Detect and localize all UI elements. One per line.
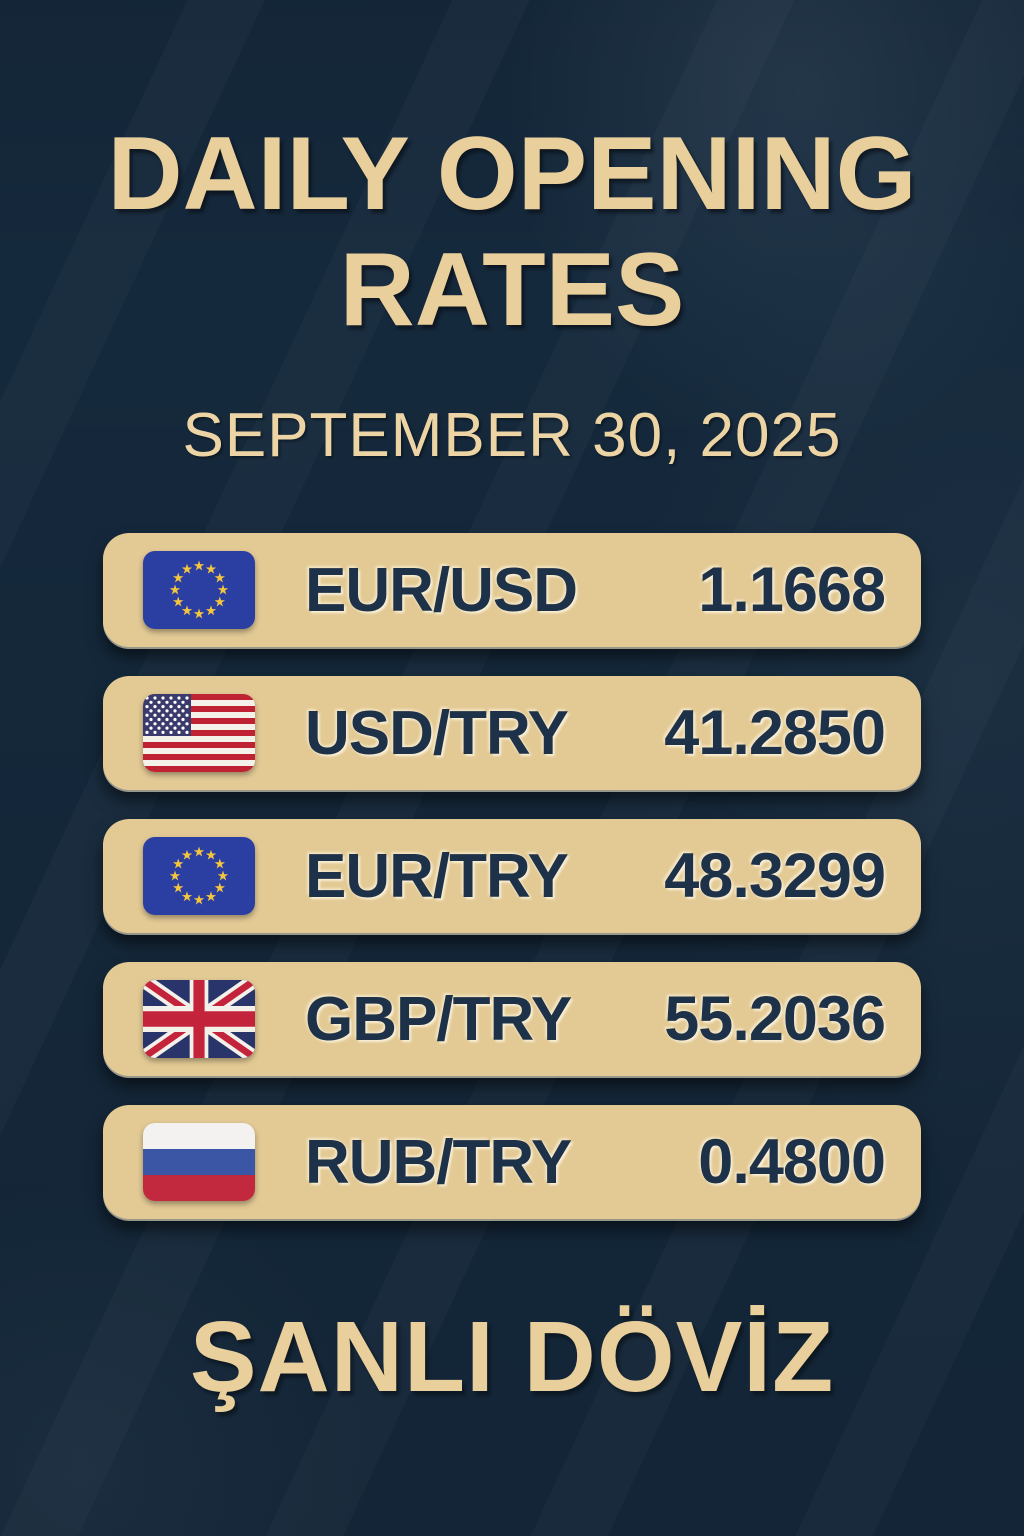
rates-date: SEPTEMBER 30, 2025	[182, 401, 842, 470]
rate-card-gbp-try: GBP/TRY 55.2036	[103, 962, 921, 1076]
currency-pair-label: EUR/USD	[305, 555, 578, 625]
rate-value: 41.2850	[664, 698, 886, 768]
currency-pair-label: EUR/TRY	[305, 841, 569, 911]
rates-list: EUR/USD 1.1668 USD/TRY 41.2850 EUR/TRY 4…	[103, 533, 921, 1219]
rate-value: 0.4800	[698, 1127, 886, 1197]
rate-value: 48.3299	[664, 841, 886, 911]
ru-flag-icon	[143, 1123, 255, 1201]
rate-card-usd-try: USD/TRY 41.2850	[103, 676, 921, 790]
currency-pair-label: GBP/TRY	[305, 984, 572, 1054]
eu-flag-icon	[143, 551, 255, 629]
brand-name: ŞANLI DÖVİZ	[189, 1301, 835, 1413]
rate-card-eur-usd: EUR/USD 1.1668	[103, 533, 921, 647]
gb-flag-icon	[143, 980, 255, 1058]
page-title-line1: DAILY OPENING	[107, 116, 917, 232]
page-title: DAILY OPENING RATES	[0, 116, 1024, 349]
rate-value: 1.1668	[698, 555, 886, 625]
rate-card-eur-try: EUR/TRY 48.3299	[103, 819, 921, 933]
currency-pair-label: RUB/TRY	[305, 1127, 572, 1197]
eu-flag-icon	[143, 837, 255, 915]
rate-value: 55.2036	[664, 984, 886, 1054]
currency-pair-label: USD/TRY	[305, 698, 569, 768]
page-title-line2: RATES	[339, 232, 685, 349]
rate-card-rub-try: RUB/TRY 0.4800	[103, 1105, 921, 1219]
us-flag-icon	[143, 694, 255, 772]
